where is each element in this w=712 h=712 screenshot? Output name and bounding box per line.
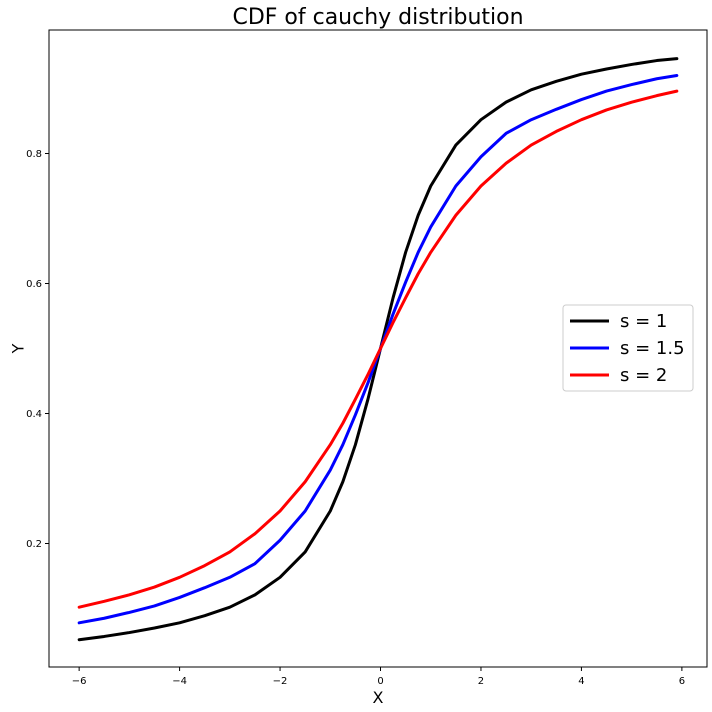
plot-area (48, 29, 708, 668)
y-axis-label: Y (9, 343, 28, 354)
x-axis: −6 −4 −2 0 2 4 6 (72, 667, 685, 687)
x-tick-label: −2 (273, 676, 288, 687)
chart-title: CDF of cauchy distribution (232, 5, 523, 30)
y-axis: 0.2 0.4 0.6 0.8 (26, 149, 49, 550)
legend-label: s = 1 (620, 311, 667, 332)
x-tick-label: −6 (72, 676, 87, 687)
series-line-3 (77, 89, 679, 609)
x-tick-label: 0 (377, 676, 383, 687)
x-tick-label: 2 (478, 676, 484, 687)
y-tick-label: 0.4 (26, 409, 42, 420)
x-tick-label: 4 (578, 676, 584, 687)
legend: s = 1 s = 1.5 s = 2 (562, 304, 694, 392)
y-tick-label: 0.8 (26, 149, 42, 160)
y-tick-label: 0.2 (26, 539, 42, 550)
x-tick-label: −4 (172, 676, 187, 687)
legend-box (562, 304, 694, 392)
series-layer (77, 57, 679, 642)
y-tick-label: 0.6 (26, 279, 42, 290)
x-tick-label: 6 (679, 676, 685, 687)
legend-label: s = 1.5 (620, 338, 685, 359)
legend-label: s = 2 (620, 365, 667, 386)
x-axis-label: X (373, 688, 384, 707)
